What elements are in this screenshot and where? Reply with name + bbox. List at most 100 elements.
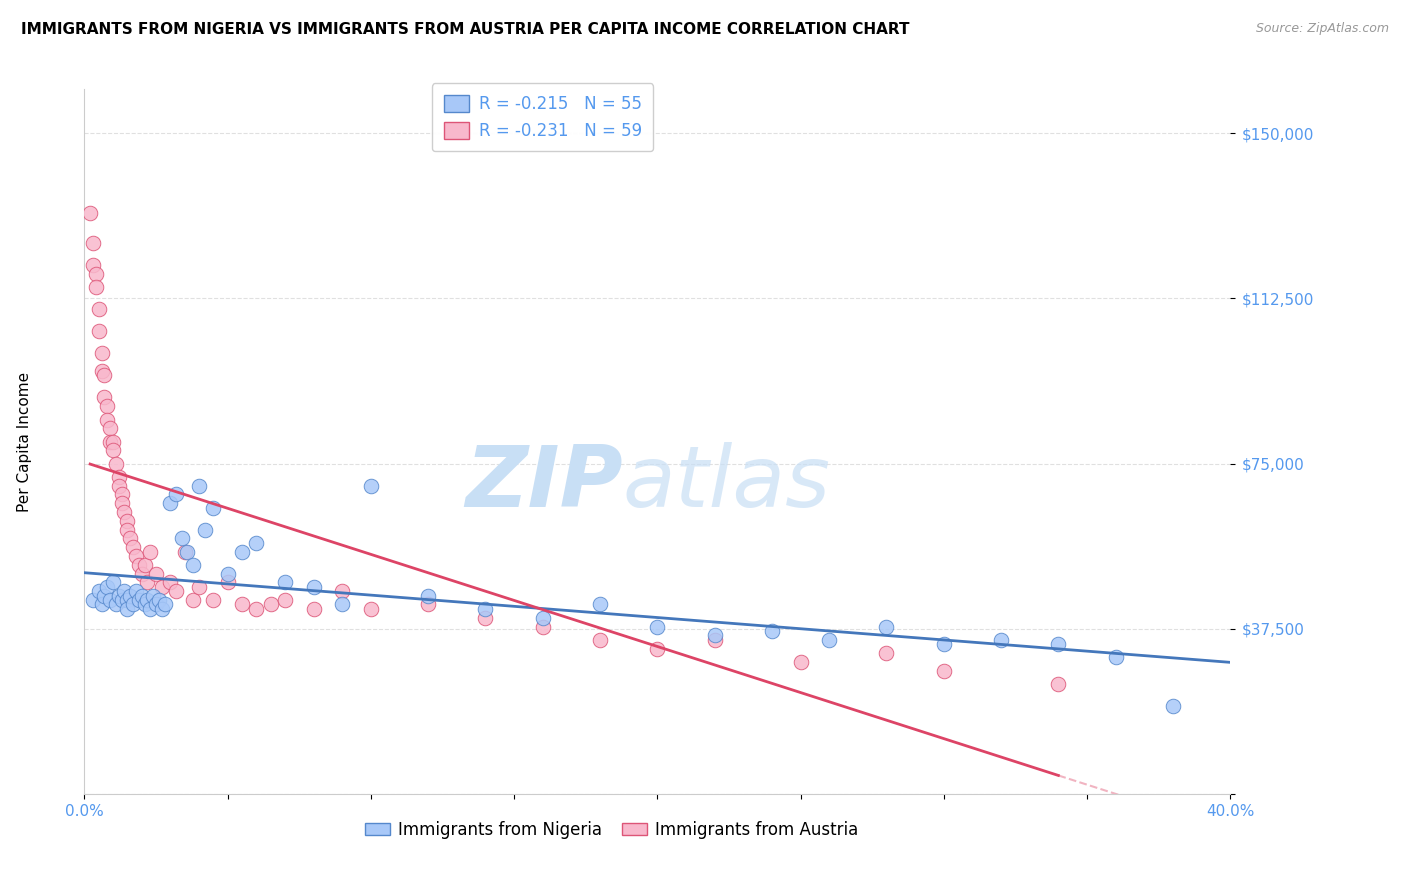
Point bbox=[360, 478, 382, 492]
Point bbox=[418, 598, 440, 612]
Point bbox=[932, 664, 955, 678]
Point bbox=[131, 566, 153, 581]
Point bbox=[876, 619, 898, 633]
Point bbox=[245, 536, 267, 550]
Point bbox=[125, 584, 148, 599]
Point bbox=[122, 598, 145, 612]
Point bbox=[330, 584, 353, 599]
Point bbox=[274, 575, 297, 590]
Point bbox=[181, 593, 204, 607]
Point bbox=[131, 589, 153, 603]
Point bbox=[93, 391, 115, 405]
Point bbox=[125, 549, 148, 563]
Point bbox=[990, 632, 1012, 647]
Point bbox=[90, 346, 112, 360]
Point bbox=[165, 584, 187, 599]
Point bbox=[202, 593, 225, 607]
Point bbox=[761, 624, 783, 638]
Point bbox=[703, 632, 725, 647]
Point bbox=[90, 364, 112, 378]
Point bbox=[136, 575, 159, 590]
Text: Source: ZipAtlas.com: Source: ZipAtlas.com bbox=[1256, 22, 1389, 36]
Point bbox=[159, 496, 181, 510]
Point bbox=[120, 589, 142, 603]
Point bbox=[1047, 637, 1070, 651]
Point bbox=[360, 602, 382, 616]
Point bbox=[159, 575, 181, 590]
Point bbox=[93, 589, 115, 603]
Point bbox=[104, 598, 127, 612]
Point bbox=[79, 205, 101, 219]
Text: ZIP: ZIP bbox=[465, 442, 623, 525]
Point bbox=[145, 598, 167, 612]
Point bbox=[101, 434, 124, 449]
Point bbox=[117, 514, 139, 528]
Point bbox=[93, 368, 115, 383]
Point bbox=[87, 325, 110, 339]
Point bbox=[101, 575, 124, 590]
Point bbox=[134, 558, 156, 572]
Point bbox=[98, 593, 121, 607]
Point bbox=[1047, 677, 1070, 691]
Point bbox=[474, 610, 496, 624]
Point bbox=[932, 637, 955, 651]
Point bbox=[139, 544, 162, 558]
Point bbox=[1161, 698, 1184, 713]
Point bbox=[302, 580, 325, 594]
Point bbox=[531, 610, 554, 624]
Point bbox=[302, 602, 325, 616]
Text: IMMIGRANTS FROM NIGERIA VS IMMIGRANTS FROM AUSTRIA PER CAPITA INCOME CORRELATION: IMMIGRANTS FROM NIGERIA VS IMMIGRANTS FR… bbox=[21, 22, 910, 37]
Point bbox=[87, 584, 110, 599]
Point bbox=[876, 646, 898, 660]
Point bbox=[110, 487, 132, 501]
Point bbox=[117, 602, 139, 616]
Point bbox=[703, 628, 725, 642]
Point bbox=[128, 558, 150, 572]
Point bbox=[173, 544, 195, 558]
Point bbox=[90, 598, 112, 612]
Point bbox=[153, 598, 176, 612]
Point bbox=[188, 478, 211, 492]
Point bbox=[82, 236, 104, 251]
Point bbox=[170, 532, 193, 546]
Point bbox=[82, 259, 104, 273]
Point bbox=[84, 267, 107, 281]
Point bbox=[188, 580, 211, 594]
Point bbox=[107, 478, 129, 492]
Point bbox=[107, 589, 129, 603]
Point bbox=[531, 619, 554, 633]
Point bbox=[117, 593, 139, 607]
Legend: Immigrants from Nigeria, Immigrants from Austria: Immigrants from Nigeria, Immigrants from… bbox=[359, 814, 865, 846]
Point bbox=[136, 593, 159, 607]
Point bbox=[96, 580, 118, 594]
Point bbox=[259, 598, 281, 612]
Y-axis label: Per Capita Income: Per Capita Income bbox=[17, 371, 31, 512]
Point bbox=[194, 523, 217, 537]
Point bbox=[1105, 650, 1128, 665]
Point bbox=[98, 421, 121, 435]
Point bbox=[150, 580, 173, 594]
Point bbox=[165, 487, 187, 501]
Point bbox=[107, 469, 129, 483]
Point bbox=[110, 593, 132, 607]
Point bbox=[114, 584, 136, 599]
Point bbox=[114, 505, 136, 519]
Point bbox=[217, 566, 239, 581]
Point bbox=[142, 589, 165, 603]
Point bbox=[789, 655, 811, 669]
Point bbox=[139, 602, 162, 616]
Point bbox=[117, 523, 139, 537]
Point bbox=[84, 280, 107, 294]
Point bbox=[474, 602, 496, 616]
Point bbox=[202, 500, 225, 515]
Point bbox=[87, 302, 110, 317]
Point bbox=[134, 598, 156, 612]
Point bbox=[101, 443, 124, 458]
Point bbox=[647, 619, 669, 633]
Point bbox=[110, 496, 132, 510]
Point bbox=[818, 632, 841, 647]
Point bbox=[96, 412, 118, 426]
Point bbox=[148, 593, 170, 607]
Point bbox=[181, 558, 204, 572]
Point bbox=[98, 434, 121, 449]
